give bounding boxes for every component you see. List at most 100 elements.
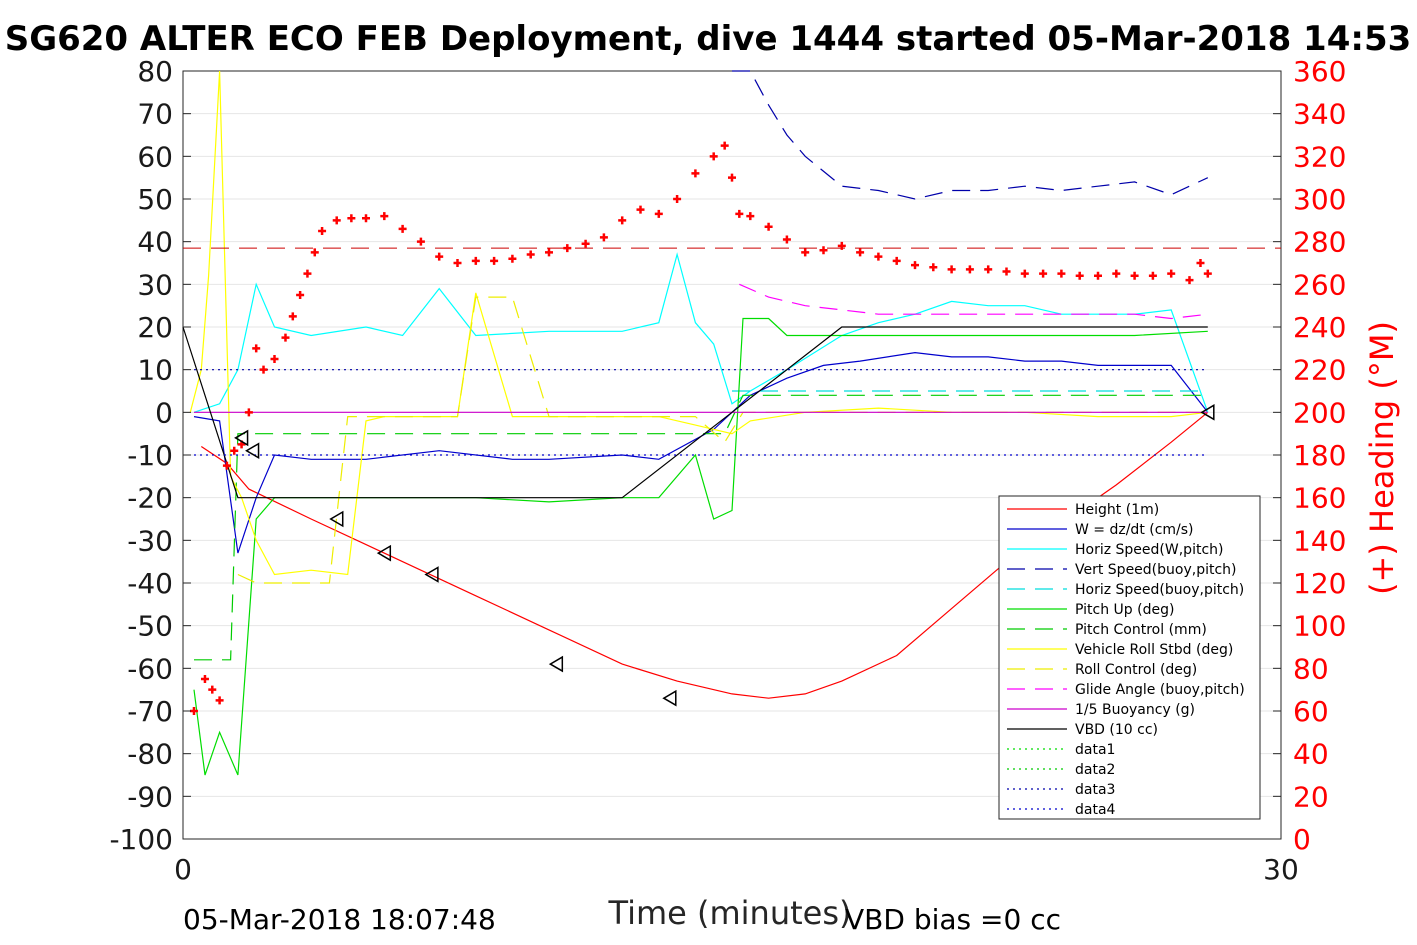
right-tick-label: 180 [1293,439,1346,472]
heading-point [636,205,645,214]
right-tick-label: 200 [1293,396,1346,429]
heading-point [310,248,319,257]
legend-label: Horiz Speed(W,pitch) [1075,542,1223,558]
left-tick-label: -50 [127,610,173,643]
left-tick-label: 20 [137,311,173,344]
heading-point [874,252,883,261]
right-tick-label: 20 [1293,780,1329,813]
heading-point [892,256,901,265]
right-tick-label: 140 [1293,524,1346,557]
heading-point [984,265,993,274]
left-tick-label: -100 [109,823,173,856]
heading-point [618,216,627,225]
turn-marker [245,442,260,460]
series-line-6 [194,394,1208,661]
heading-point [222,461,231,470]
right-tick-label: 240 [1293,311,1346,344]
right-axis-label: (+) Heading (°M) [1363,321,1401,595]
left-tick-label: -30 [127,524,173,557]
right-tick-label: 280 [1293,226,1346,259]
right-tick-label: 300 [1293,183,1346,216]
chart-title: SG620 ALTER ECO FEB Deployment, dive 144… [5,19,1412,59]
left-tick-label: -90 [127,780,173,813]
heading-point [303,269,312,278]
left-tick-label: -10 [127,439,173,472]
left-tick-label: -80 [127,738,173,771]
heading-point [965,265,974,274]
series-line-11 [182,326,1208,499]
right-tick-label: 0 [1293,823,1311,856]
heading-point [508,254,517,263]
left-tick-label: 10 [137,354,173,387]
left-tick-label: -60 [127,652,173,685]
turn-marker [662,689,677,707]
right-tick-label: 80 [1293,652,1329,685]
left-tick-label: 0 [155,396,173,429]
heading-point [362,214,370,223]
legend-label: W = dz/dt (cm/s) [1075,522,1194,538]
heading-point [1075,271,1084,280]
heading-point [1196,259,1205,267]
left-tick-label: -70 [127,695,173,728]
heading-point [654,209,663,218]
heading-point [453,259,462,267]
heading-point [435,252,444,261]
series-line-8 [237,296,1208,584]
series-line-7 [189,70,1208,576]
series-line-9 [739,283,1208,320]
right-tick-label: 340 [1293,98,1346,131]
legend-label: Vehicle Roll Stbd (deg) [1075,642,1233,658]
heading-point [189,707,198,715]
heading-point [259,365,268,374]
heading-point [746,212,755,221]
heading-point [599,233,608,242]
heading-point [929,263,938,272]
heading-point [1148,271,1157,280]
heading-point [347,214,356,223]
heading-point [1020,269,1029,278]
legend-label: data3 [1075,782,1115,798]
left-tick-label: 80 [137,55,173,88]
heading-point [764,222,773,231]
right-tick-label: 100 [1293,610,1346,643]
heading-point [545,248,553,257]
heading-point [244,408,253,417]
legend-label: Vert Speed(buoy,pitch) [1075,562,1237,578]
heading-point [398,224,407,233]
series-layer [182,70,1209,776]
turn-marker [329,510,344,528]
heading-point [490,256,499,265]
right-tick-label: 40 [1293,738,1329,771]
heading-point [208,685,217,694]
legend-label: Glide Angle (buoy,pitch) [1075,682,1245,698]
heading-point [296,291,305,299]
heading-point [471,256,480,265]
turn-marker [234,429,249,447]
left-tick-label: 70 [137,98,173,131]
legend-label: Roll Control (deg) [1075,662,1197,678]
heading-point [1094,271,1102,280]
heading-point [1039,269,1048,278]
series-line-3 [732,70,1209,200]
legend-label: data2 [1075,762,1115,778]
heading-point [1057,269,1066,278]
right-tick-label: 60 [1293,695,1329,728]
x-tick-label: 0 [174,853,192,886]
heading-point [270,355,279,363]
legend-label: data1 [1075,742,1115,758]
heading-point [1112,269,1121,278]
heading-point [288,312,297,321]
legend-label: VBD (10 cc) [1075,722,1158,738]
left-axis-ticks: 80 70 60 50 40 30 20 10 0 -10 -20 -30 -40 -50 -60 -70 -8… [109,55,191,856]
heading-point [252,344,261,353]
right-tick-label: 360 [1293,55,1346,88]
heading-point [1130,271,1139,280]
left-tick-label: 40 [137,226,173,259]
heading-point [728,173,736,182]
right-tick-label: 220 [1293,354,1346,387]
heading-point [230,446,239,455]
right-tick-label: 320 [1293,140,1346,173]
heading-point [837,241,846,250]
legend-label: data4 [1075,802,1116,818]
